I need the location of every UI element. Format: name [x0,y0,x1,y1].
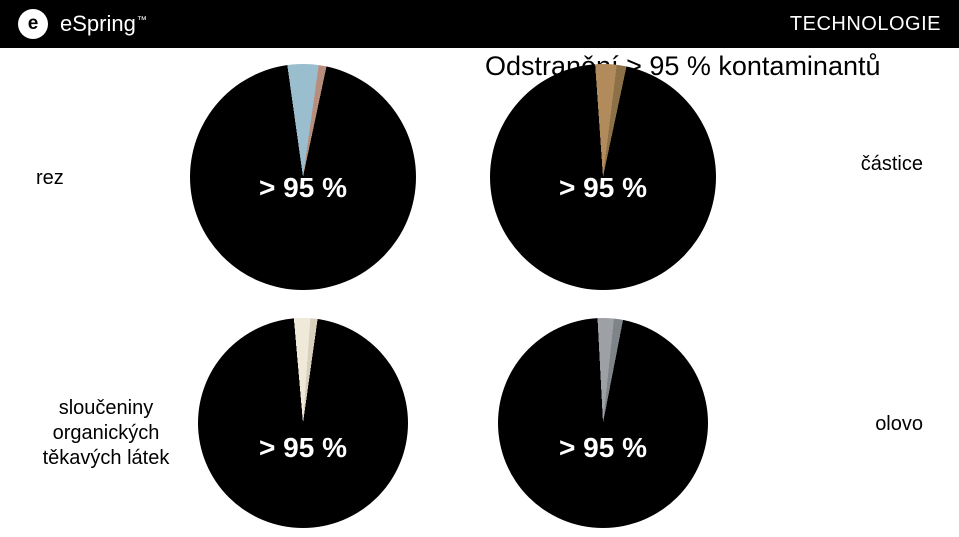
label-olovo: olovo [875,412,923,437]
pie-rez-label: > 95 % [259,172,347,204]
pie-castice-label: > 95 % [559,172,647,204]
header-right: TECHNOLOGIE [790,13,941,36]
logo-letter: e [28,13,39,35]
label-rez: rez [36,166,64,191]
pie-rez: > 95 % [190,64,416,290]
pie-olovo: > 95 % [498,318,708,528]
header-bar: e eSpring™ TECHNOLOGIE [0,0,959,48]
pie-castice: > 95 % [490,64,716,290]
label-slouceniny: sloučeniny organických těkavých látek [36,396,176,471]
pie-slouceniny-label: > 95 % [259,432,347,464]
brand: eSpring™ [60,11,147,37]
logo-badge: e [18,9,48,39]
logo-wrap: e eSpring™ [18,9,147,39]
pie-olovo-label: > 95 % [559,432,647,464]
chart-stage: rez částice sloučeniny organických těkav… [0,56,959,537]
brand-text: eSpring [60,11,136,36]
brand-tm: ™ [137,15,147,26]
pie-slouceniny: > 95 % [198,318,408,528]
label-castice: částice [861,152,923,177]
